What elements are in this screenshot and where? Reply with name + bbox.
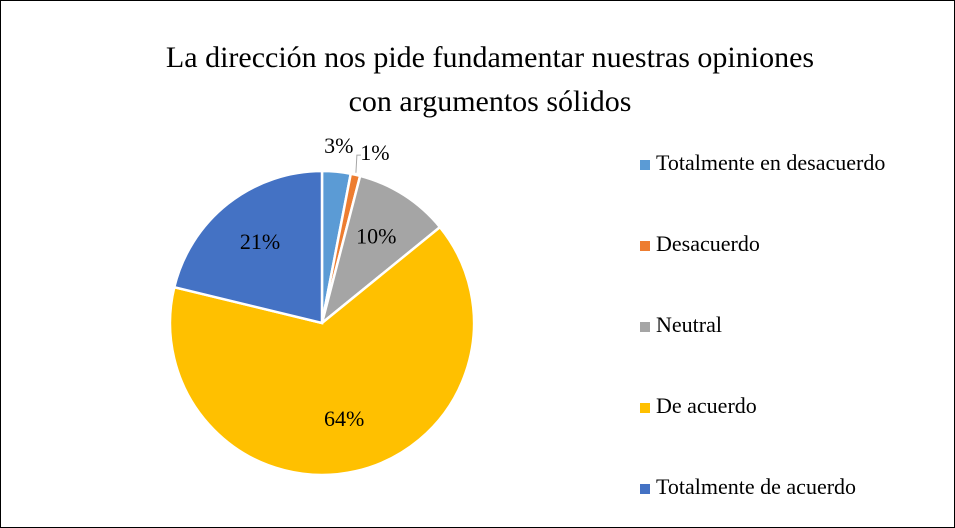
- legend-label: De acuerdo: [656, 393, 757, 418]
- data-label: 3%: [324, 133, 353, 158]
- legend-label: Desacuerdo: [656, 231, 760, 256]
- legend-swatch: [640, 241, 650, 251]
- legend-swatch: [640, 403, 650, 413]
- pie-slice: [172, 169, 324, 325]
- legend-label: Neutral: [656, 312, 722, 337]
- legend-swatch: [640, 322, 650, 332]
- legend-label: Totalmente en desacuerdo: [656, 150, 885, 175]
- leader-line: [355, 154, 361, 173]
- legend-label: Totalmente de acuerdo: [656, 474, 856, 499]
- data-label: 64%: [324, 406, 364, 431]
- pie-slice: [319, 174, 442, 327]
- data-label: 10%: [356, 224, 396, 249]
- pie-slice: [168, 225, 476, 477]
- data-label: 21%: [240, 229, 280, 254]
- data-label: 1%: [360, 140, 389, 165]
- legend-swatch: [640, 160, 650, 170]
- chart-title: La dirección nos pide fundamentar nuestr…: [165, 41, 815, 118]
- legend-swatch: [640, 484, 650, 494]
